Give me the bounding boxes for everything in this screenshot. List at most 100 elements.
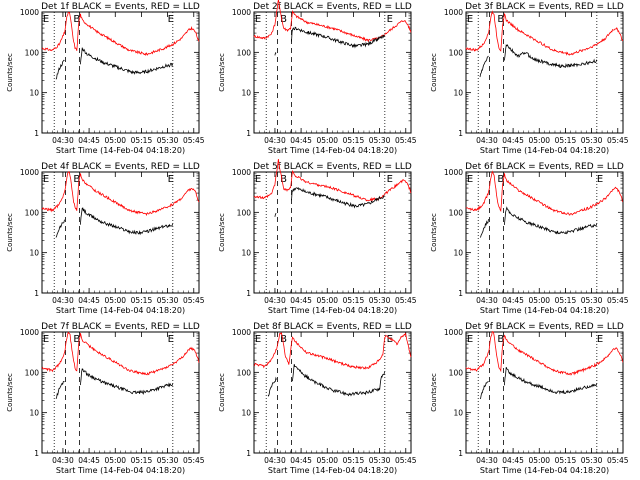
chart-panel-2: Det 2f BLACK = Events, RED = LLD 1 10 100 10…	[218, 0, 417, 155]
x-tick-label: 05:15	[343, 296, 365, 305]
y-tick-label: 10	[453, 89, 463, 98]
chart-panel-5: Det 5f BLACK = Events, RED = LLD 1 10 100 10…	[218, 158, 417, 315]
x-tick-label: 05:00	[528, 456, 550, 465]
x-tick-label: 04:30	[476, 296, 498, 305]
x-tick-label: 05:45	[183, 456, 205, 465]
series-events-line-a	[479, 55, 489, 78]
x-axis-label: Start Time (14-Feb-04 04:18:20)	[56, 146, 185, 155]
x-tick-label: 05:00	[528, 296, 550, 305]
interval-marker-E: E	[43, 334, 49, 345]
y-tick-label: 1	[458, 289, 463, 298]
x-tick-label: 05:00	[104, 296, 126, 305]
x-tick-label: 05:00	[104, 136, 126, 145]
x-tick-label: 05:45	[183, 136, 205, 145]
x-tick-label: 04:30	[264, 136, 286, 145]
x-tick-label: 04:45	[502, 456, 524, 465]
y-tick-label: 1000	[444, 168, 463, 177]
x-tick-label: 04:45	[502, 296, 524, 305]
y-tick-label: 10	[241, 89, 251, 98]
y-tick-label: 1000	[232, 8, 251, 17]
y-tick-label: 10	[29, 89, 39, 98]
chart-title: Det 6f BLACK = Events, RED = LLD	[465, 162, 624, 172]
y-axis-label: Counts/sec	[218, 373, 226, 412]
x-tick-label: 05:30	[369, 296, 391, 305]
x-axis-label: Start Time (14-Feb-04 04:18:20)	[268, 466, 397, 475]
x-tick-label: 05:00	[316, 136, 338, 145]
chart-panel-4: Det 4f BLACK = Events, RED = LLD 1 10 100 10…	[6, 162, 205, 315]
interval-marker-E: E	[255, 174, 261, 185]
y-tick-label: 100	[449, 48, 464, 57]
interval-marker-B: B	[497, 14, 504, 25]
x-tick-label: 05:45	[395, 456, 417, 465]
x-tick-label: 04:30	[52, 296, 74, 305]
series-lld-line	[253, 158, 412, 203]
y-tick-label: 1	[458, 129, 463, 138]
interval-marker-B: B	[73, 334, 80, 345]
interval-marker-E: E	[43, 174, 49, 185]
y-tick-label: 100	[25, 368, 40, 377]
x-axis-label: Start Time (14-Feb-04 04:18:20)	[480, 146, 609, 155]
chart-title: Det 4f BLACK = Events, RED = LLD	[41, 162, 200, 172]
interval-marker-E: E	[597, 174, 603, 185]
interval-marker-B: B	[73, 14, 80, 25]
chart-panel-8: Det 8f BLACK = Events, RED = LLD 1 10 100 10…	[218, 322, 417, 475]
series-lld-line	[41, 170, 200, 217]
x-tick-label: 04:45	[78, 456, 100, 465]
series-lld-line	[465, 330, 624, 376]
y-tick-label: 10	[453, 249, 463, 258]
y-axis-label: Counts/sec	[218, 213, 226, 252]
interval-marker-E: E	[387, 334, 393, 345]
x-tick-label: 05:45	[183, 296, 205, 305]
series-events-line-a	[274, 52, 277, 56]
x-tick-label: 05:45	[607, 456, 629, 465]
interval-marker-B: B	[497, 174, 504, 185]
y-tick-label: 1000	[444, 328, 463, 337]
x-tick-label: 05:15	[343, 136, 365, 145]
x-tick-label: 05:15	[555, 136, 577, 145]
x-tick-label: 04:45	[290, 456, 312, 465]
chart-title: Det 3f BLACK = Events, RED = LLD	[465, 2, 624, 12]
x-tick-label: 04:45	[290, 296, 312, 305]
y-tick-label: 1000	[20, 328, 39, 337]
chart-title: Det 7f BLACK = Events, RED = LLD	[41, 322, 200, 332]
y-axis-label: Counts/sec	[430, 213, 438, 252]
x-tick-label: 04:45	[502, 136, 524, 145]
series-lld-line	[253, 331, 412, 370]
x-tick-label: 05:30	[581, 136, 603, 145]
series-events-line-a	[479, 219, 489, 238]
y-tick-label: 100	[237, 368, 252, 377]
y-tick-label: 100	[449, 208, 464, 217]
chart-title: Det 9f BLACK = Events, RED = LLD	[465, 322, 624, 332]
interval-marker-E: E	[168, 334, 174, 345]
interval-marker-E: E	[387, 14, 393, 25]
y-axis-label: Counts/sec	[6, 373, 14, 412]
series-events-line-b	[291, 186, 385, 209]
series-events-line-a	[267, 376, 277, 397]
series-lld-line	[465, 170, 624, 216]
x-tick-label: 05:45	[607, 136, 629, 145]
x-tick-label: 05:15	[131, 456, 153, 465]
chart-title: Det 2f BLACK = Events, RED = LLD	[253, 2, 412, 12]
x-tick-label: 05:15	[555, 296, 577, 305]
x-tick-label: 05:00	[104, 456, 126, 465]
x-axis-label: Start Time (14-Feb-04 04:18:20)	[268, 306, 397, 315]
interval-marker-B: B	[280, 334, 287, 345]
x-tick-label: 04:30	[476, 456, 498, 465]
interval-marker-B: B	[280, 14, 287, 25]
interval-marker-E: E	[467, 174, 473, 185]
series-lld-line	[253, 0, 412, 43]
series-events-line-b	[80, 207, 173, 236]
series-events-line-a	[479, 381, 489, 400]
x-tick-label: 05:30	[157, 456, 179, 465]
interval-marker-E: E	[43, 14, 49, 25]
y-axis-label: Counts/sec	[430, 373, 438, 412]
x-tick-label: 05:15	[555, 456, 577, 465]
interval-marker-B: B	[280, 174, 287, 185]
interval-marker-E: E	[467, 334, 473, 345]
y-tick-label: 10	[241, 249, 251, 258]
x-tick-label: 05:30	[369, 456, 391, 465]
y-tick-label: 1000	[20, 8, 39, 17]
x-axis-label: Start Time (14-Feb-04 04:18:20)	[268, 146, 397, 155]
